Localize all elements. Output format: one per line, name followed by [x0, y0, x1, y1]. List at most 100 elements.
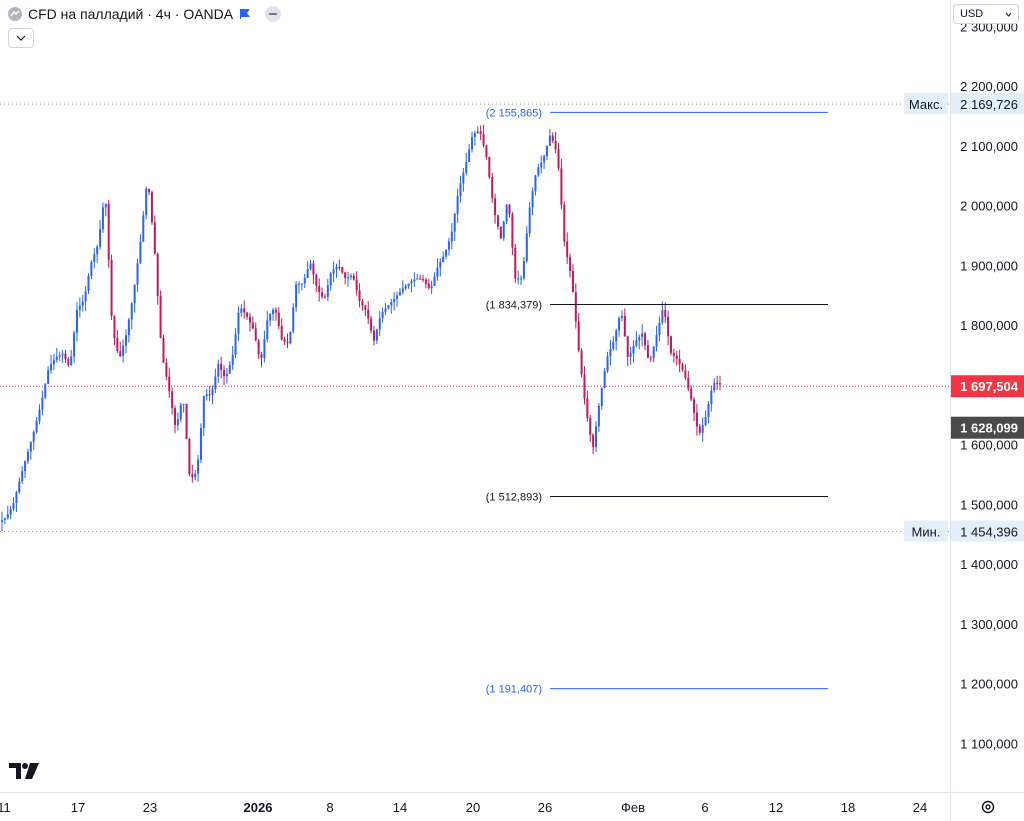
settings-icon[interactable]: [980, 799, 996, 815]
candle: [597, 403, 600, 432]
currency-selector[interactable]: USD: [953, 4, 1019, 24]
candle: [393, 292, 396, 311]
candle: [168, 367, 171, 399]
candle: [471, 131, 474, 153]
candle: [684, 364, 687, 381]
candle-body: [413, 279, 416, 282]
candle-body: [260, 354, 263, 358]
candle-body: [719, 383, 721, 385]
candle-body: [701, 424, 704, 433]
prev-close-label: 1 628,099: [960, 421, 1018, 436]
candle: [133, 284, 136, 313]
candle: [548, 128, 551, 147]
candle: [476, 126, 479, 134]
candle: [64, 349, 67, 363]
candle: [678, 350, 681, 373]
candle: [179, 402, 182, 423]
candle-body: [612, 341, 615, 349]
candle: [182, 403, 185, 413]
candle-body: [202, 396, 205, 428]
candle: [600, 387, 603, 410]
candle-body: [277, 312, 280, 327]
candle: [707, 401, 710, 424]
candle-body: [551, 135, 554, 141]
price-tick-label: 2 200,000: [960, 79, 1018, 94]
candle: [338, 259, 341, 271]
candle: [528, 202, 531, 237]
flag-icon[interactable]: [239, 8, 251, 20]
candle: [557, 142, 560, 171]
candle: [107, 199, 110, 268]
candle-body: [12, 503, 15, 510]
price-tick-label: 2 000,000: [960, 199, 1018, 214]
candle-body: [3, 518, 6, 521]
candle: [231, 345, 234, 370]
candle: [176, 412, 179, 431]
candle-body: [237, 312, 240, 334]
candle-body: [396, 295, 399, 299]
candle-body: [309, 263, 312, 270]
candle: [217, 359, 220, 383]
candle-body: [393, 298, 396, 303]
candle-body: [156, 253, 159, 296]
candle: [623, 308, 626, 337]
candle-body: [93, 254, 96, 262]
candle-body: [655, 335, 658, 347]
candle: [197, 454, 200, 482]
candle-body: [563, 204, 566, 242]
candle-body: [629, 353, 632, 357]
candle: [649, 355, 652, 363]
candle-body: [355, 279, 358, 291]
collapse-legend-button[interactable]: [8, 28, 34, 48]
candle-body: [387, 305, 390, 309]
candle-body: [473, 133, 476, 138]
candle-body: [211, 389, 214, 396]
candle-body: [609, 348, 612, 357]
candle: [713, 378, 716, 393]
candle: [341, 266, 344, 275]
candle-body: [496, 215, 499, 227]
candle: [96, 244, 99, 263]
candle: [228, 361, 231, 375]
candle-body: [595, 426, 598, 447]
tradingview-logo-icon[interactable]: [8, 762, 40, 780]
candle: [352, 273, 355, 281]
candle-body: [352, 275, 355, 280]
candle: [3, 517, 6, 524]
candle-body: [401, 288, 404, 292]
time-tick-label: 12: [769, 800, 783, 815]
candle-body: [713, 383, 716, 391]
candle: [205, 388, 208, 401]
candle-body: [119, 351, 122, 357]
candle-body: [225, 373, 228, 377]
candle: [537, 163, 540, 177]
minus-button[interactable]: [265, 6, 282, 22]
candle: [398, 287, 401, 296]
candle: [185, 403, 188, 440]
candle-body: [623, 315, 626, 337]
candle-body: [468, 149, 471, 162]
candle: [119, 341, 122, 358]
candle: [1, 511, 3, 531]
candle: [372, 325, 375, 346]
candle-body: [130, 303, 133, 320]
candle: [698, 424, 701, 436]
candle-body: [543, 156, 546, 163]
candle-body: [462, 172, 465, 184]
candle: [367, 301, 370, 324]
candle-body: [214, 376, 217, 390]
candle-body: [439, 262, 442, 268]
candle-body: [632, 346, 635, 354]
candle-body: [465, 161, 468, 173]
candle-body: [372, 330, 375, 341]
symbol-title[interactable]: CFD на палладий · 4ч · OANDA: [28, 6, 234, 22]
candle-body: [272, 309, 275, 315]
candle-body: [695, 412, 698, 427]
candle: [482, 124, 485, 148]
candle-body: [537, 167, 540, 176]
candle: [162, 334, 165, 364]
candle: [618, 316, 621, 337]
candle: [18, 477, 21, 494]
candle: [436, 258, 439, 281]
